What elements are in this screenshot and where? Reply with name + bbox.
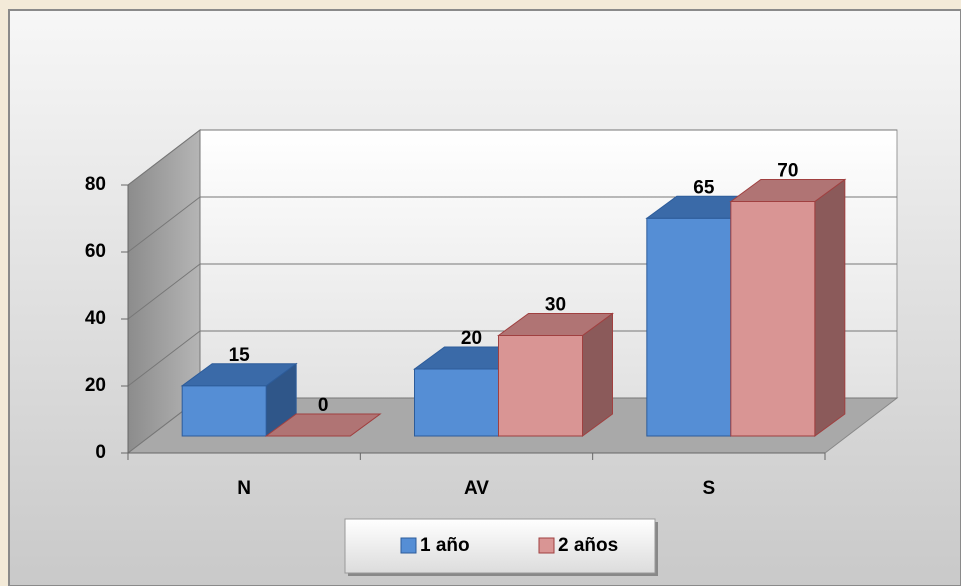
grid-line — [127, 263, 201, 320]
bar — [498, 335, 583, 437]
value-label: 20 — [461, 328, 482, 349]
value-label: 70 — [777, 161, 798, 182]
grid-line — [127, 196, 201, 253]
bar-top — [180, 363, 298, 387]
legend — [344, 518, 656, 574]
legend-swatch — [538, 537, 555, 554]
value-label: 65 — [693, 177, 715, 198]
y-tick-label: 80 — [85, 174, 106, 195]
bar-top — [264, 413, 382, 437]
bar — [646, 217, 732, 437]
bar — [730, 201, 816, 437]
value-label: 0 — [318, 395, 329, 416]
y-tick-label: 40 — [85, 308, 106, 329]
x-tick-label: AV — [464, 478, 489, 499]
legend-label: 2 años — [558, 535, 618, 556]
bar — [181, 385, 267, 437]
y-tick-label: 20 — [85, 375, 106, 396]
bar-top — [496, 313, 615, 336]
y-tick-label: 0 — [95, 442, 106, 463]
legend-swatch — [400, 537, 417, 554]
value-label: 15 — [229, 345, 251, 366]
y-tick-label: 60 — [85, 241, 106, 262]
bar — [414, 368, 499, 437]
x-tick-label: N — [237, 478, 251, 499]
value-label: 30 — [545, 295, 566, 316]
legend-label: 1 año — [420, 535, 470, 556]
grid-line — [127, 330, 201, 387]
x-tick-label: S — [702, 478, 715, 499]
bar-top — [729, 179, 847, 202]
bar-side — [814, 178, 846, 437]
grid-line — [127, 129, 201, 186]
